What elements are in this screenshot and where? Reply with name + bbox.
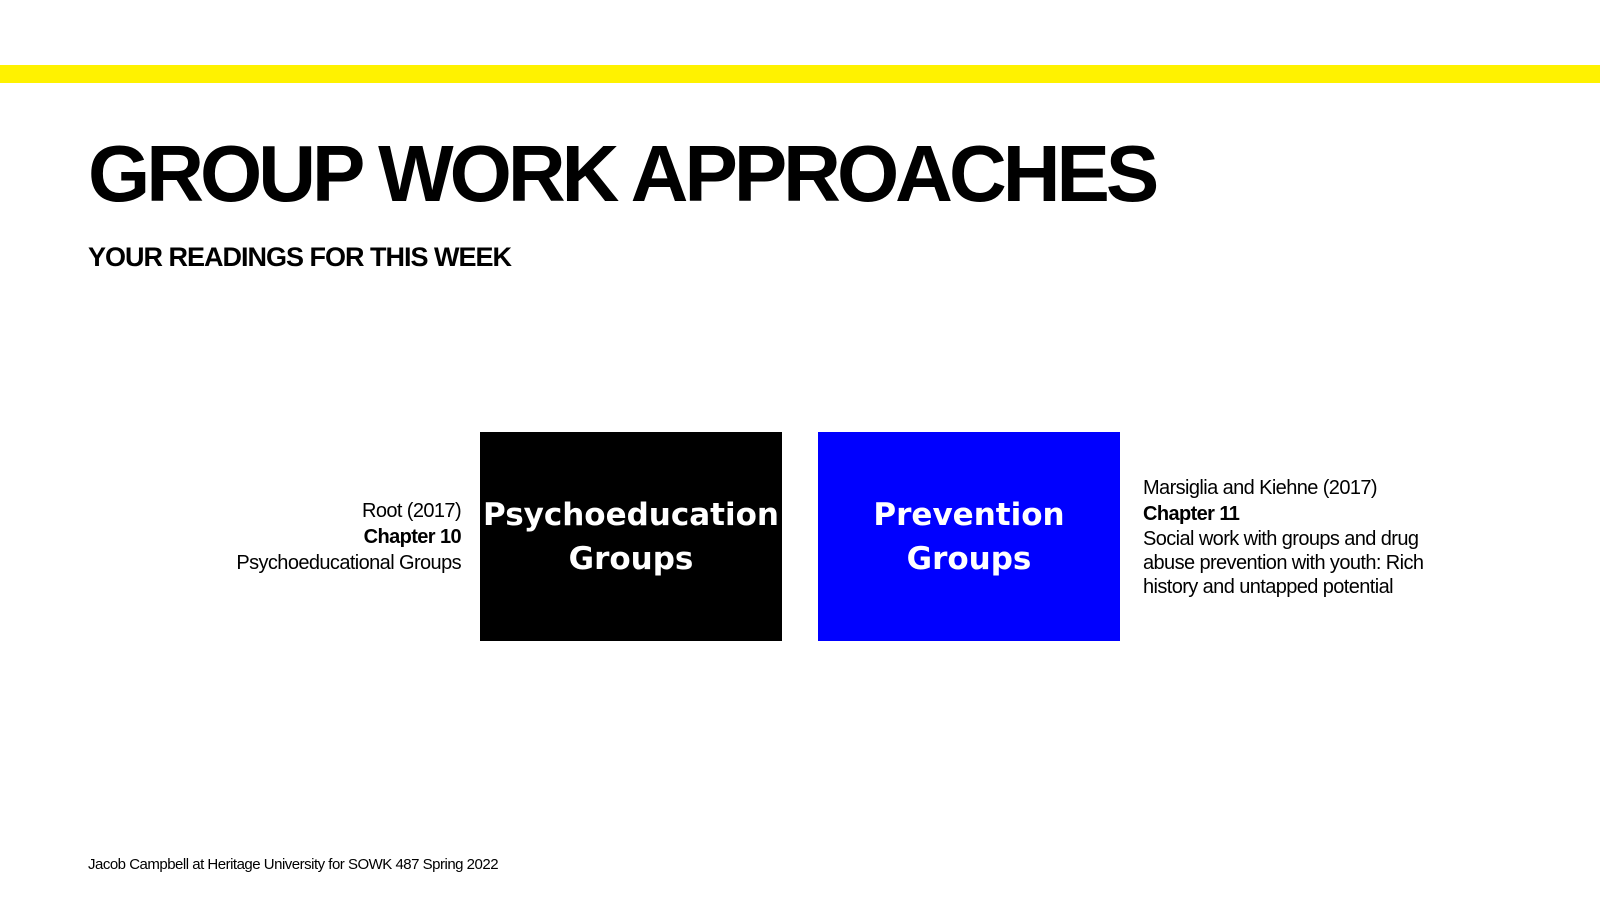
prevention-box-line2: Groups bbox=[906, 540, 1032, 577]
prevention-groups-box: Prevention Groups bbox=[818, 432, 1120, 641]
reading-left-author: Root (2017) bbox=[361, 500, 462, 522]
prevention-box-line1: Prevention bbox=[873, 496, 1065, 533]
psychoeducation-box-line2: Groups bbox=[568, 540, 694, 577]
reading-right-author: Marsiglia and Kiehne (2017) bbox=[1143, 477, 1378, 499]
slide-subtitle: YOUR READINGS FOR THIS WEEK bbox=[88, 242, 512, 272]
footer-credit: Jacob Campbell at Heritage University fo… bbox=[88, 856, 499, 873]
slide-title: GROUP WORK APPROACHES bbox=[88, 129, 1159, 218]
reading-left-chapter: Chapter 10 bbox=[363, 526, 462, 548]
reading-right: Marsiglia and Kiehne (2017) Chapter 11 S… bbox=[1143, 475, 1443, 599]
psychoeducation-box-line1: Psychoeducation bbox=[483, 496, 779, 533]
accent-bar bbox=[0, 65, 1600, 83]
psychoeducation-groups-box: Psychoeducation Groups bbox=[480, 432, 782, 641]
reading-left-description: Psychoeducational Groups bbox=[236, 552, 461, 574]
reading-right-chapter: Chapter 11 bbox=[1143, 503, 1240, 525]
reading-left: Root (2017) Chapter 10 Psychoeducational… bbox=[236, 498, 461, 576]
reading-right-description: Social work with groups and drug abuse p… bbox=[1143, 528, 1424, 598]
